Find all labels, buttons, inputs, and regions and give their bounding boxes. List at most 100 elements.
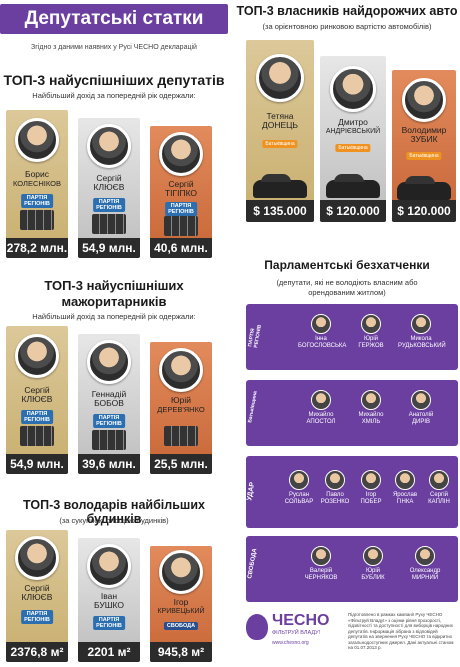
person-surname: КЛЮЄВ xyxy=(21,394,53,404)
person-surname: КОЛЕСНІКОВ xyxy=(13,179,61,188)
major-card-3: Юрій ДЕРЕВ'ЯНКО 25,5 млн. xyxy=(150,342,212,474)
person-surname: КЛЮЄВ xyxy=(21,592,53,602)
avatar xyxy=(411,390,431,410)
money-icon xyxy=(164,426,198,446)
party-logo: ПАРТІЯ РЕГІОНІВ xyxy=(21,194,53,208)
mp-surname: ДИРІВ xyxy=(411,418,431,425)
houses-subtitle: (за сукупною площею будинків) xyxy=(59,516,169,525)
source-note: Згідно з даними наявних у Русі ЧЕСНО дек… xyxy=(31,44,197,51)
mp-card: Анатолій ДИРІВ xyxy=(398,390,444,425)
mp-surname: ГЕРЖОВ xyxy=(358,342,384,349)
mp-card: Юрій ГЕРЖОВ xyxy=(348,314,394,349)
mp-firstname: Юрій xyxy=(365,568,381,574)
money-icon xyxy=(20,210,54,230)
money-icon xyxy=(164,216,198,236)
person-firstname: Сергій xyxy=(168,179,194,189)
mp-surname: СОЛЬВАР xyxy=(284,498,314,505)
money-icon xyxy=(92,430,126,450)
car-icon xyxy=(397,176,451,200)
avatar xyxy=(361,470,381,490)
party-logo: Батьківщина xyxy=(406,152,442,160)
avatar xyxy=(415,546,435,566)
homeless-row-batkivshchyna: Батьківщина Михайло АПОСТОЛ Михайло ХМІЛЬ … xyxy=(246,380,458,446)
mp-surname: РУДЬКОВСЬКИЙ xyxy=(398,342,446,349)
mp-surname: РОЗЕНКО xyxy=(320,498,350,505)
avatar xyxy=(311,546,331,566)
mp-firstname: Павло xyxy=(326,492,344,498)
avatar xyxy=(363,546,383,566)
mp-card: Микола РУДЬКОВСЬКИЙ xyxy=(398,314,446,349)
houses-title: ТОП-3 володарів найбільших будинків xyxy=(23,498,205,526)
party-logo: Батьківщина xyxy=(262,140,298,148)
mp-firstname: Микола xyxy=(410,336,432,342)
mp-card: Михайло ХМІЛЬ xyxy=(348,390,394,425)
mp-surname: БОГОСЛОВСЬКА xyxy=(298,342,347,349)
avatar xyxy=(402,78,446,122)
mp-firstname: Михайло xyxy=(308,412,334,418)
mp-firstname: Анатолій xyxy=(408,412,434,418)
major-card-2: Геннадій БОБОВ ПАРТІЯ РЕГІОНІВ 39,6 млн. xyxy=(78,334,140,474)
major-title-line2: мажоритарників xyxy=(61,294,167,309)
party-logo: ПАРТІЯ РЕГІОНІВ xyxy=(247,324,264,349)
mp-surname: КАПЛІН xyxy=(428,498,450,505)
avatar xyxy=(361,390,381,410)
person-surname: ДОНЕЦЬ xyxy=(261,120,299,130)
mp-surname: ХМІЛЬ xyxy=(361,418,381,425)
income-card-2: Сергій КЛЮЄВ ПАРТІЯ РЕГІОНІВ 54,9 млн. xyxy=(78,118,140,258)
house-card-1: Сергій КЛЮЄВ ПАРТІЯ РЕГІОНІВ 2376,8 м² xyxy=(6,530,68,662)
person-firstname: Сергій xyxy=(24,385,50,395)
avatar xyxy=(361,314,381,334)
party-logo: ПАРТІЯ РЕГІОНІВ xyxy=(21,410,53,424)
major-card-1: Сергій КЛЮЄВ ПАРТІЯ РЕГІОНІВ 54,9 млн. xyxy=(6,326,68,474)
person-firstname: Сергій xyxy=(24,583,50,593)
money-icon xyxy=(92,214,126,234)
mp-surname: АПОСТОЛ xyxy=(306,418,336,425)
house-area: 2376,8 м² xyxy=(6,642,68,662)
person-firstname: Юрій xyxy=(171,395,191,405)
avatar xyxy=(15,536,59,580)
mp-firstname: Валерій xyxy=(309,568,333,574)
house-area: 945,8 м² xyxy=(150,642,212,662)
avatar xyxy=(289,470,309,490)
mp-firstname: Михайло xyxy=(358,412,384,418)
homeless-title: Парламентські безхатченки xyxy=(264,258,430,272)
page-title: Депутатські статки xyxy=(0,4,228,34)
avatar xyxy=(429,470,449,490)
income-card-1: Борис КОЛЕСНІКОВ ПАРТІЯ РЕГІОНІВ 278,2 м… xyxy=(6,110,68,258)
person-firstname: Ігор xyxy=(173,597,189,607)
person-firstname: Сергій xyxy=(96,173,122,183)
homeless-subtitle-2: орендованим житлом) xyxy=(308,288,386,297)
car-value: $ 135.000 xyxy=(246,200,314,222)
income-value: 40,6 млн. xyxy=(150,238,212,258)
party-logo: СВОБОДА xyxy=(247,547,259,580)
mp-firstname: Сергій xyxy=(430,492,448,498)
person-surname: КРИВЕЦЬКИЙ xyxy=(157,608,205,615)
mp-surname: МИРНИЙ xyxy=(411,574,439,581)
avatar xyxy=(325,470,345,490)
mp-card: Юрій БУБЛИК xyxy=(350,546,396,581)
chesno-site[interactable]: www.chesno.org xyxy=(272,640,309,646)
mp-surname: ГІНКА xyxy=(396,498,414,505)
income-card-3: Сергій ТІГІПКО ПАРТІЯ РЕГІОНІВ 40,6 млн. xyxy=(150,126,212,258)
party-logo: Батьківщина xyxy=(335,144,371,152)
homeless-row-svoboda: СВОБОДА Валерій ЧЕРНЯКОВ Юрій БУБЛИК Олекс… xyxy=(246,536,458,602)
person-firstname: Дмитро xyxy=(338,117,368,127)
major-value: 54,9 млн. xyxy=(6,454,68,474)
income-title: ТОП-3 найуспішніших депутатів xyxy=(3,72,225,88)
house-card-2: Іван БУШКО ПАРТІЯ РЕГІОНІВ 2201 м² xyxy=(78,538,140,662)
mp-surname: БУБЛИК xyxy=(361,574,385,581)
car-value: $ 120.000 xyxy=(320,200,386,222)
person-firstname: Володимир xyxy=(401,125,447,135)
avatar xyxy=(411,314,431,334)
person-surname: БОБОВ xyxy=(94,398,124,408)
avatar xyxy=(159,132,203,176)
cars-title: ТОП-3 власників найдорожчих авто xyxy=(236,4,458,18)
homeless-row-udar: УДАР Руслан СОЛЬВАР Павло РОЗЕНКО Ігор ПОБЕ… xyxy=(246,456,458,528)
mp-firstname: Руслан xyxy=(288,492,310,498)
garlic-logo-icon xyxy=(246,614,268,640)
party-logo: УДАР xyxy=(246,481,257,502)
money-icon xyxy=(20,426,54,446)
house-card-3: Ігор КРИВЕЦЬКИЙ СВОБОДА 945,8 м² xyxy=(150,546,212,662)
major-title-line1: ТОП-3 найуспішніших xyxy=(44,278,184,293)
mp-surname: ПОБЕР xyxy=(360,498,382,505)
